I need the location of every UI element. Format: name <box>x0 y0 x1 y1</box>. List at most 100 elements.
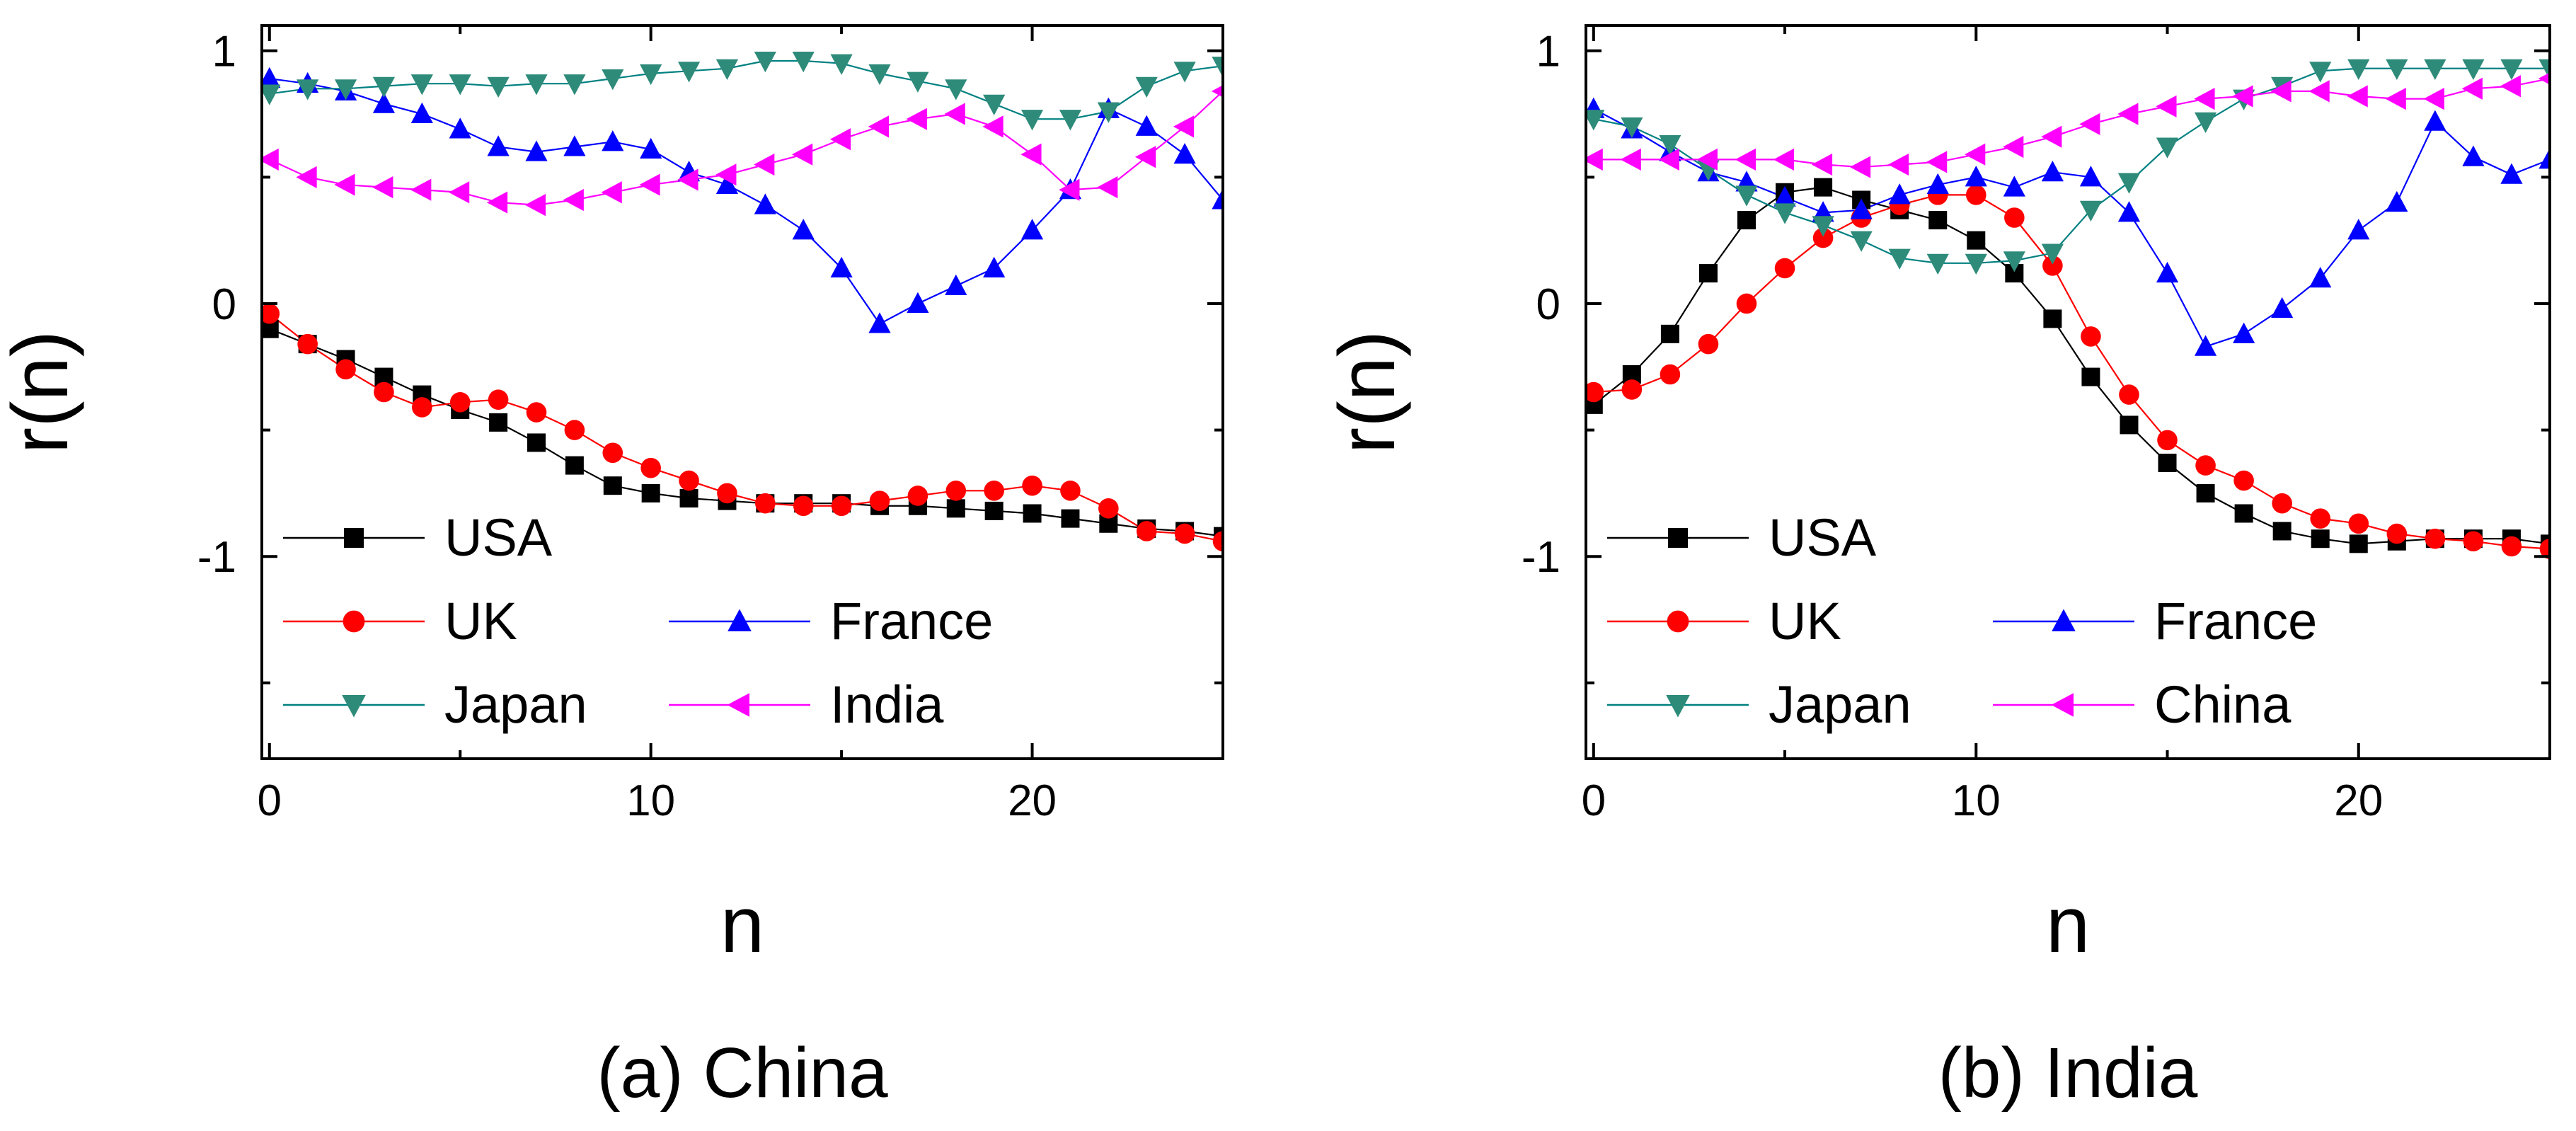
data-point-china <box>1586 148 1603 171</box>
data-point-uk <box>2233 470 2254 491</box>
data-point-france <box>1020 219 1044 240</box>
data-point-india <box>1059 178 1080 201</box>
data-point-india <box>262 148 279 171</box>
data-point-uk <box>2425 528 2446 549</box>
series-line-france <box>1593 108 2550 348</box>
data-point-japan <box>1812 216 1834 237</box>
legend-marker-japan <box>1666 695 1690 718</box>
data-point-india <box>906 108 927 130</box>
data-point-uk <box>2272 493 2292 514</box>
series-line-france <box>269 77 1223 325</box>
x-tick-label: 10 <box>1952 776 2001 825</box>
legend-marker-usa <box>1668 528 1688 548</box>
data-point-japan <box>2347 59 2370 80</box>
legend-marker-france <box>728 609 752 631</box>
data-point-uk <box>1212 531 1223 552</box>
plot-area <box>262 52 1223 552</box>
panel-caption: (a) China <box>597 1033 888 1113</box>
data-point-france <box>525 140 548 161</box>
data-point-france <box>2156 261 2179 283</box>
data-point-india <box>754 153 775 176</box>
data-point-usa <box>565 456 584 475</box>
data-point-japan <box>1621 117 1643 139</box>
data-point-france <box>983 256 1006 277</box>
data-point-usa <box>1737 211 1756 230</box>
data-point-uk <box>831 495 852 517</box>
data-point-france <box>602 130 624 151</box>
data-point-japan <box>907 71 929 93</box>
data-point-india <box>677 168 698 191</box>
data-point-france <box>1965 166 1987 187</box>
x-tick-label: 0 <box>1582 776 1606 825</box>
data-point-france <box>715 173 739 195</box>
data-point-india <box>296 166 317 188</box>
legend-label-uk: UK <box>444 592 517 650</box>
data-point-japan <box>487 76 510 98</box>
series-line-usa <box>1593 186 2550 545</box>
data-point-uk <box>526 402 547 423</box>
data-point-japan <box>1059 110 1082 131</box>
data-point-uk <box>449 391 471 413</box>
data-point-japan <box>262 84 281 105</box>
legend-label-france: France <box>830 592 993 650</box>
data-point-uk <box>2386 523 2408 544</box>
data-point-china <box>2423 88 2444 110</box>
data-point-france <box>2462 145 2485 166</box>
data-point-china <box>2117 103 2139 125</box>
data-point-china <box>1696 148 1718 171</box>
data-point-india <box>1134 146 1156 168</box>
data-point-france <box>2233 322 2255 343</box>
y-axis-label: r(n) <box>0 331 84 454</box>
data-point-uk <box>2539 539 2550 559</box>
x-tick-label: 0 <box>258 776 282 825</box>
data-point-india <box>372 176 393 199</box>
data-point-uk <box>869 490 890 511</box>
data-point-france <box>2079 166 2103 187</box>
series-line-japan <box>1593 67 2550 264</box>
y-tick-label: 1 <box>212 28 236 76</box>
data-point-india <box>486 191 508 214</box>
data-point-india <box>601 181 622 204</box>
data-point-china <box>1735 148 1756 171</box>
data-point-france <box>868 312 891 333</box>
data-point-india <box>868 115 889 138</box>
series-line-china <box>1593 77 2550 168</box>
data-point-uk <box>2004 207 2025 228</box>
data-point-france <box>1135 115 1158 136</box>
legend-label-usa: USA <box>1769 508 1877 567</box>
data-point-china <box>2347 85 2368 108</box>
data-point-france <box>792 219 815 240</box>
data-point-india <box>410 178 432 201</box>
data-point-usa <box>946 499 965 518</box>
data-point-japan <box>297 79 319 101</box>
data-point-japan <box>1888 248 1911 270</box>
data-point-japan <box>715 59 739 80</box>
data-point-usa <box>641 483 660 503</box>
data-point-uk <box>984 481 1004 501</box>
data-point-uk <box>1812 227 1834 248</box>
data-point-usa <box>1660 324 1679 343</box>
data-point-india <box>944 103 965 125</box>
data-point-uk <box>2195 455 2216 476</box>
data-point-japan <box>1850 231 1873 252</box>
data-point-uk <box>2501 536 2522 557</box>
data-point-china <box>2156 95 2177 117</box>
data-point-uk <box>679 470 699 491</box>
data-point-japan <box>449 74 471 96</box>
data-point-china <box>1658 148 1679 171</box>
data-point-japan <box>1212 57 1223 78</box>
data-point-uk <box>2348 513 2369 534</box>
series-line-japan <box>269 59 1223 120</box>
data-point-france <box>2194 335 2217 356</box>
x-tick-label: 20 <box>1008 776 1057 825</box>
data-point-uk <box>1586 381 1604 403</box>
data-point-uk <box>1098 498 1119 519</box>
legend-label-japan: Japan <box>444 675 587 734</box>
data-point-india <box>563 188 584 212</box>
data-point-usa <box>1061 509 1080 528</box>
data-point-uk <box>262 303 280 324</box>
data-point-japan <box>372 76 396 98</box>
data-point-france <box>830 256 853 277</box>
x-axis-label: n <box>720 880 764 969</box>
